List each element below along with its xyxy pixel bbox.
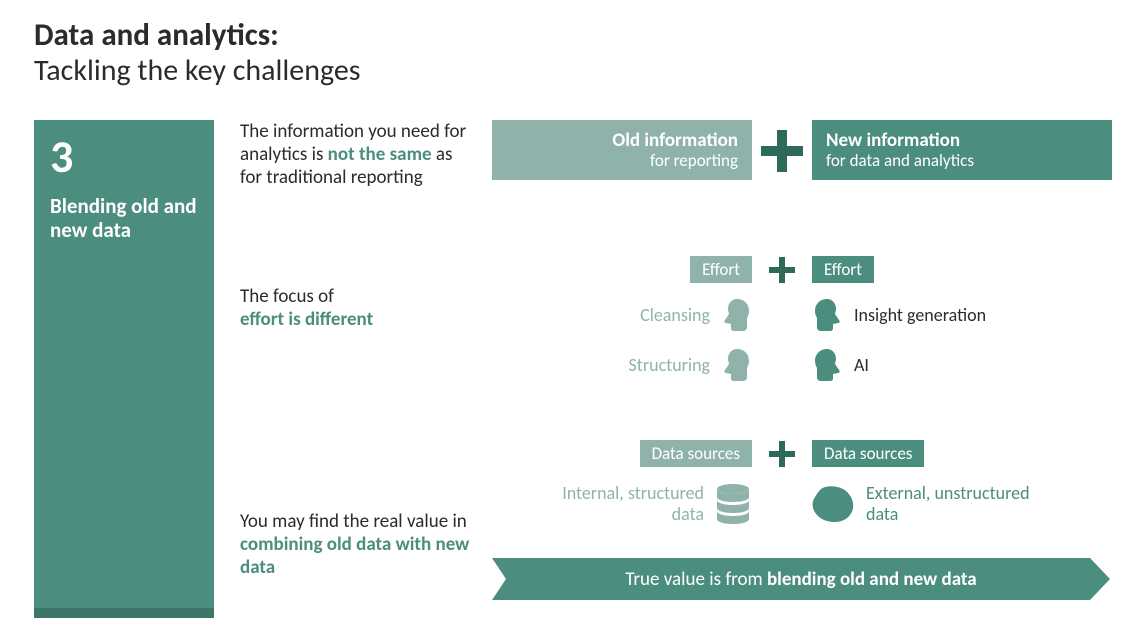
new-header: New information for data and analytics	[812, 120, 1112, 180]
database-icon	[714, 483, 752, 525]
old-header-box: Old information for reporting	[492, 120, 752, 180]
sidebar-base	[34, 608, 214, 618]
old-effort-tag: Effort	[690, 256, 752, 283]
head-icon	[720, 348, 752, 382]
old-header: Old information for reporting	[492, 120, 752, 180]
old-effort-label-2: Structuring	[629, 354, 710, 376]
new-sources-tag: Data sources	[812, 440, 924, 467]
banner-bold: blending old and new data	[767, 568, 977, 591]
desc-row-3: You may find the real value in combining…	[240, 510, 470, 580]
plus-icon	[759, 128, 805, 174]
new-effort-label-2: AI	[854, 354, 869, 376]
old-source-item: Internal, structured data	[492, 479, 752, 529]
sidebar-label: Blending old and new data	[50, 194, 198, 242]
body: 3 Blending old and new data The informat…	[34, 120, 1109, 618]
new-effort-label-1: Insight generation	[854, 304, 986, 326]
desc-row-2: The focus of effort is different	[240, 285, 373, 331]
old-header-l2: for reporting	[650, 150, 738, 171]
plus-icon	[768, 256, 796, 284]
plus-row-2	[754, 256, 810, 284]
head-icon	[812, 298, 844, 332]
desc-3-em: combining old data with new data	[240, 533, 469, 579]
sidebar-number: 3	[50, 134, 198, 180]
title-bold: Data and analytics:	[34, 18, 1129, 52]
desc-2-em: effort is different	[240, 308, 373, 331]
old-sources: Data sources Internal, structured data	[492, 440, 752, 529]
new-effort-tag: Effort	[812, 256, 874, 283]
old-effort-label-1: Cleansing	[640, 304, 710, 326]
new-header-box: New information for data and analytics	[812, 120, 1112, 180]
new-effort: Effort Insight generation AI	[812, 256, 1112, 383]
title-subtitle: Tackling the key challenges	[34, 52, 1129, 89]
sidebar: 3 Blending old and new data	[34, 120, 214, 615]
desc-2-a: The focus of	[240, 285, 334, 308]
new-effort-item-1: Insight generation	[812, 297, 1112, 333]
desc-1-em: not the same	[328, 143, 432, 166]
desc-row-1: The information you need for analytics i…	[240, 120, 470, 190]
old-sources-tag: Data sources	[640, 440, 752, 467]
plus-row-3	[754, 440, 810, 468]
plus-row-1	[754, 128, 810, 174]
new-source-label: External, unstructured data	[866, 483, 1046, 524]
old-effort-item-2: Structuring	[492, 347, 752, 383]
old-header-l1: Old information	[612, 129, 738, 152]
banner-text: True value is from blending old and new …	[625, 568, 976, 591]
comparison-area: Old information for reporting New inform…	[492, 120, 1112, 615]
new-source-item: External, unstructured data	[812, 479, 1112, 529]
banner-prefix: True value is from	[625, 568, 767, 591]
old-effort-item-1: Cleansing	[492, 297, 752, 333]
new-sources: Data sources External, unstructured data	[812, 440, 1112, 529]
blob-icon	[812, 484, 856, 524]
head-icon	[720, 298, 752, 332]
head-icon	[812, 348, 844, 382]
new-effort-item-2: AI	[812, 347, 1112, 383]
new-header-l1: New information	[826, 129, 960, 152]
old-source-label: Internal, structured data	[544, 483, 704, 524]
new-header-l2: for data and analytics	[826, 150, 974, 171]
plus-icon	[768, 440, 796, 468]
header: Data and analytics: Tackling the key cha…	[0, 0, 1129, 89]
desc-3-a: You may find the real value in	[240, 510, 467, 533]
value-banner: True value is from blending old and new …	[492, 558, 1110, 600]
old-effort: Effort Cleansing Structuring	[492, 256, 752, 383]
